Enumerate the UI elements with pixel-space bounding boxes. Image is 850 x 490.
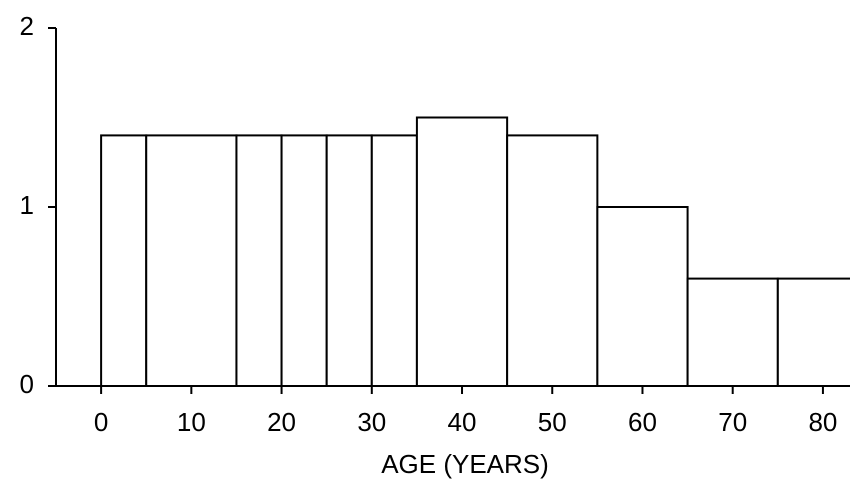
- bar: [145, 134, 238, 387]
- bar: [415, 116, 509, 387]
- x-tick-label: 60: [628, 407, 657, 437]
- bar: [776, 277, 850, 388]
- x-tick-label: 20: [267, 407, 296, 437]
- x-tick-label: 10: [177, 407, 206, 437]
- y-tick-label: 0: [20, 369, 34, 399]
- x-tick-label: 80: [808, 407, 837, 437]
- bar: [235, 134, 283, 387]
- y-tick-label: 1: [20, 190, 34, 220]
- x-tick-label: 40: [448, 407, 477, 437]
- bar: [686, 277, 779, 388]
- bar: [370, 134, 418, 387]
- bar: [596, 206, 689, 387]
- x-axis-label: AGE (YEARS): [381, 449, 549, 479]
- bar: [506, 134, 599, 387]
- y-tick-label: 2: [20, 11, 34, 41]
- x-tick-label: 30: [357, 407, 386, 437]
- x-tick-label: 50: [538, 407, 567, 437]
- bar: [325, 134, 373, 387]
- bar: [280, 134, 328, 387]
- x-tick-label: 0: [94, 407, 108, 437]
- bar: [100, 134, 148, 387]
- x-tick-label: 70: [718, 407, 747, 437]
